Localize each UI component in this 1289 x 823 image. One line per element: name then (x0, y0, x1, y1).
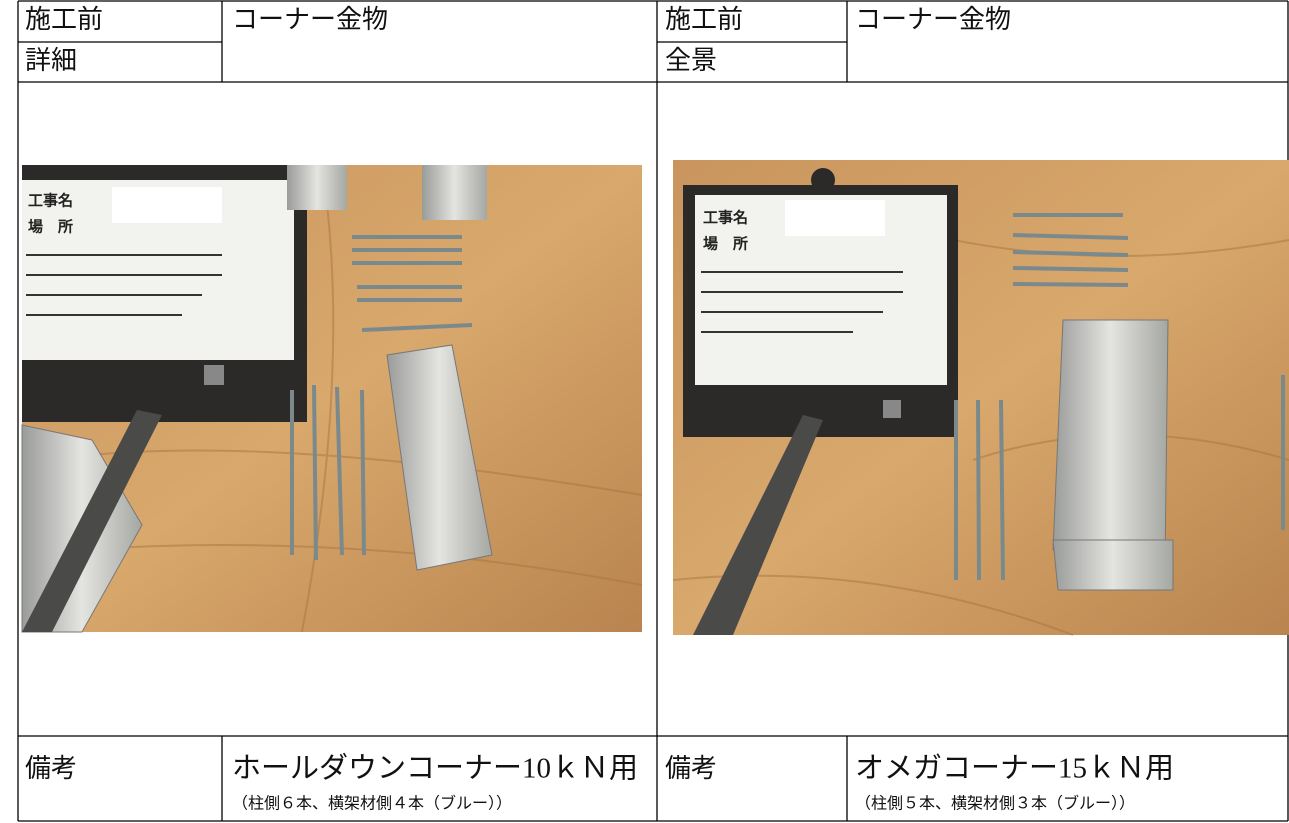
section-label: 施工前 (665, 5, 743, 34)
section-sublabel: 詳細 (25, 46, 77, 75)
photo-detail: 工事名 場 所 (21, 164, 643, 633)
photo-label: 場 所 (28, 218, 73, 236)
remarks: オメガコーナー15ｋＮ用 (855, 753, 1174, 785)
remarks-note: （柱側５本、横架材側３本（ブルー）） (855, 794, 1135, 813)
section-sublabel: 全景 (665, 46, 717, 75)
section-label: 施工前 (25, 5, 103, 34)
remarks-note: （柱側６本、横架材側４本（ブルー）） (232, 794, 512, 813)
remarks: ホールダウンコーナー10ｋＮ用 (232, 752, 638, 785)
section-title: コーナー金物 (232, 5, 388, 34)
photo-label: 場 所 (703, 235, 748, 253)
section-title: コーナー金物 (855, 5, 1011, 34)
photo-label: 工事名 (28, 192, 73, 210)
remarks-label: 備考 (665, 754, 717, 783)
remarks-label: 備考 (25, 754, 77, 783)
photo-label: 工事名 (703, 209, 748, 227)
photo-overview: 工事名 場 所 (672, 160, 1289, 636)
